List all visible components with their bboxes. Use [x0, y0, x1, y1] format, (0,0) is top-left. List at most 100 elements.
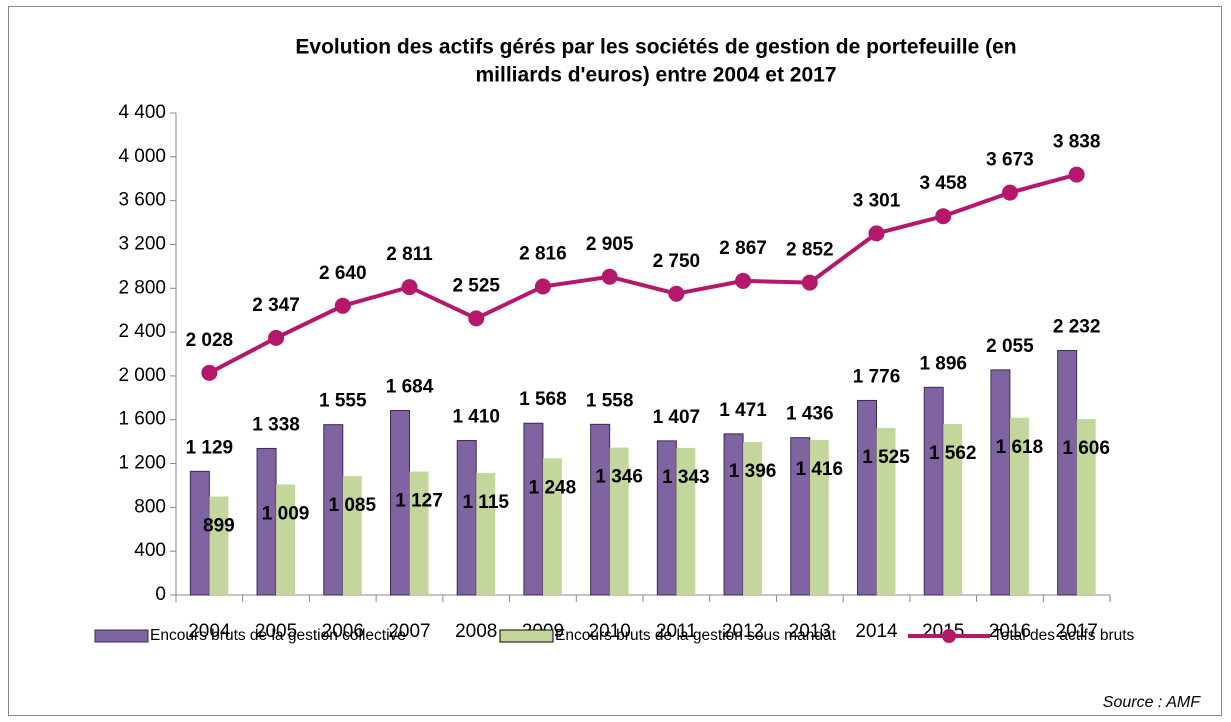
data-label: 1 115: [462, 492, 509, 513]
bar: [1076, 419, 1096, 595]
y-tick-label: 4 000: [118, 146, 166, 167]
bar: [723, 433, 744, 596]
chart-title: Evolution des actifs gérés par les socié…: [295, 36, 1016, 59]
legend-label: Encours bruts de la gestion collective: [150, 627, 406, 644]
line-point: [468, 310, 485, 327]
x-tick-label: 2016: [989, 621, 1031, 642]
line-point: [668, 285, 685, 302]
x-tick-label: 2005: [255, 621, 297, 642]
data-label: 3 458: [919, 173, 967, 194]
y-tick-label: 0: [155, 584, 166, 605]
x-tick-label: 2011: [656, 621, 697, 642]
bar: [923, 386, 944, 596]
bar: [809, 439, 829, 595]
line-point: [868, 225, 885, 242]
line-point: [268, 329, 285, 346]
y-tick-label: 3 200: [118, 233, 166, 254]
x-tick-label: 2007: [388, 621, 430, 642]
data-label: 2 525: [452, 275, 500, 296]
bar: [456, 440, 477, 596]
y-tick-label: 1 200: [118, 453, 166, 474]
data-label: 1 410: [452, 407, 500, 428]
bar: [676, 447, 696, 595]
data-label: 2 028: [186, 330, 234, 351]
source: Source : AMF: [1103, 694, 1201, 711]
data-label: 1 896: [919, 353, 967, 374]
data-label: 1 606: [1062, 438, 1110, 459]
data-label: 2 232: [1053, 317, 1101, 338]
bar: [276, 484, 296, 595]
bar: [1057, 349, 1078, 596]
legend-swatch: [94, 629, 149, 643]
data-label: 2 750: [653, 251, 701, 272]
data-label: 2 852: [786, 240, 834, 261]
bar: [476, 472, 496, 595]
bar: [523, 422, 544, 596]
bar: [542, 458, 562, 595]
y-tick-label: 2 000: [118, 365, 166, 386]
line-point: [935, 208, 952, 225]
data-label: 3 301: [853, 190, 901, 211]
bar: [1009, 417, 1029, 595]
data-label: 1 129: [186, 437, 234, 458]
data-label: 2 640: [319, 263, 367, 284]
legend-label: Total des actifs bruts: [993, 627, 1135, 644]
data-label: 1 127: [395, 491, 443, 512]
data-label: 899: [203, 516, 235, 537]
data-label: 3 838: [1053, 132, 1101, 153]
y-tick-label: 1 600: [118, 409, 166, 430]
x-tick-label: 2013: [789, 621, 831, 642]
data-label: 1 555: [319, 391, 367, 412]
data-label: 1 248: [529, 477, 577, 498]
bar: [876, 427, 896, 595]
bar: [209, 496, 229, 595]
data-label: 1 407: [653, 407, 701, 428]
bar: [590, 423, 611, 596]
line-point: [1001, 184, 1018, 201]
data-label: 3 673: [986, 150, 1034, 171]
data-label: 1 396: [729, 461, 777, 482]
y-tick-label: 800: [134, 496, 166, 517]
line-point: [1068, 166, 1085, 183]
data-label: 2 347: [252, 295, 300, 316]
bar: [656, 440, 677, 596]
line-point: [401, 279, 418, 296]
x-tick-label: 2017: [1056, 621, 1098, 642]
data-label: 1 085: [329, 495, 377, 516]
bar: [609, 447, 629, 595]
y-tick-label: 3 600: [118, 190, 166, 211]
y-tick-label: 2 800: [118, 277, 166, 298]
data-label: 2 811: [386, 244, 433, 265]
line-point: [534, 278, 551, 295]
y-tick-label: 2 400: [118, 321, 166, 342]
data-label: 1 776: [853, 366, 901, 387]
legend-swatch: [499, 629, 554, 643]
data-label: 1 009: [262, 503, 310, 524]
data-label: 1 558: [586, 390, 634, 411]
data-label: 2 867: [719, 238, 767, 259]
data-label: 1 568: [519, 389, 567, 410]
y-tick-label: 4 400: [118, 102, 166, 123]
bar: [990, 369, 1011, 596]
bar: [342, 476, 362, 595]
data-label: 1 416: [796, 459, 844, 480]
data-label: 2 905: [586, 234, 634, 255]
legend-label: Encours bruts de la gestion sous mandat: [555, 627, 837, 644]
bar: [857, 399, 877, 596]
data-label: 1 684: [386, 377, 434, 398]
chart-title: milliards d'euros) entre 2004 et 2017: [476, 64, 837, 87]
x-tick-label: 2006: [322, 621, 364, 642]
data-label: 1 346: [595, 467, 643, 488]
data-label: 1 338: [252, 414, 300, 435]
legend-swatch: [942, 629, 956, 643]
x-tick-label: 2008: [455, 621, 497, 642]
x-tick-label: 2010: [589, 621, 631, 642]
data-label: 1 618: [996, 437, 1044, 458]
data-label: 1 436: [786, 404, 834, 425]
data-label: 2 816: [519, 244, 567, 265]
line-point: [601, 268, 618, 285]
x-tick-label: 2014: [855, 621, 898, 642]
data-label: 1 525: [862, 447, 910, 468]
chart-border: [8, 6, 1222, 716]
